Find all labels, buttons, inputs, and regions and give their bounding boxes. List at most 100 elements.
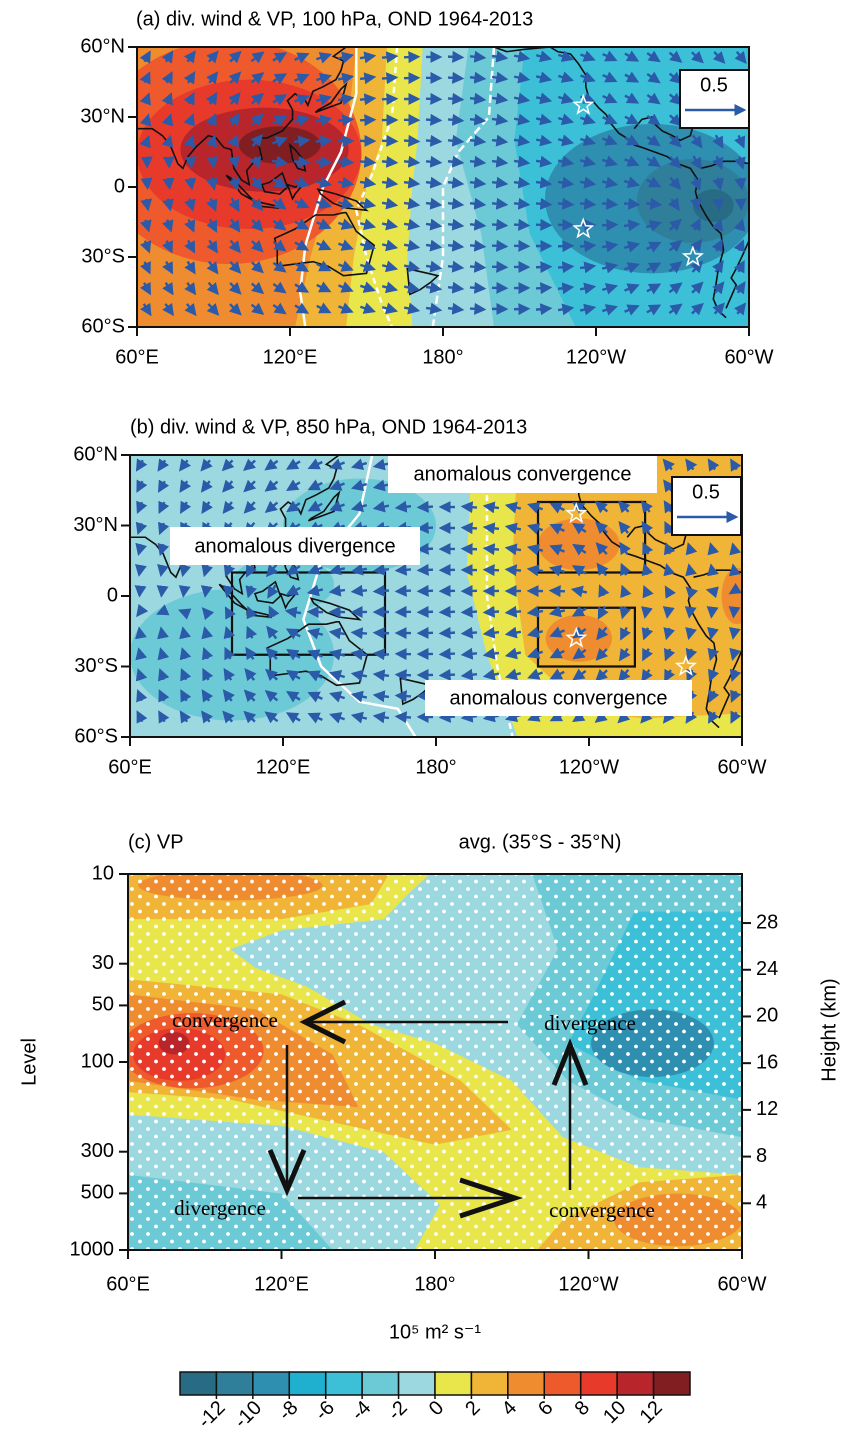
wind-vector bbox=[685, 563, 697, 577]
wind-vector bbox=[228, 176, 240, 192]
wind-vector bbox=[272, 302, 287, 315]
wind-vector bbox=[178, 608, 192, 620]
wind-vector bbox=[601, 261, 619, 274]
x-tick-label: 120°W bbox=[558, 1273, 618, 1295]
wind-vector bbox=[179, 710, 192, 724]
wind-vector bbox=[513, 92, 531, 105]
wind-vector bbox=[228, 302, 242, 316]
wind-vector bbox=[549, 502, 565, 514]
colorbar-tick-label: -2 bbox=[384, 1397, 412, 1425]
wind-vector bbox=[571, 565, 587, 577]
wind-vector bbox=[425, 218, 443, 231]
wind-vector bbox=[667, 197, 680, 211]
wind-vector bbox=[733, 218, 746, 232]
x-tick-label: 60°E bbox=[106, 1273, 150, 1295]
wind-vector bbox=[328, 669, 346, 682]
wind-vector bbox=[201, 710, 214, 724]
y2-tick-label: 16 bbox=[756, 1051, 778, 1073]
wind-vector bbox=[243, 689, 257, 703]
wind-vector bbox=[504, 522, 522, 535]
wind-vector bbox=[447, 113, 465, 126]
x-tick-label: 120°W bbox=[559, 756, 619, 778]
wind-vector bbox=[619, 541, 631, 556]
wind-vector bbox=[272, 218, 287, 231]
wind-vector bbox=[482, 710, 500, 723]
wind-vector bbox=[491, 134, 509, 147]
wind-vector bbox=[183, 71, 196, 85]
wind-vector bbox=[286, 669, 301, 682]
wind-vector bbox=[601, 240, 619, 253]
wind-vector bbox=[162, 302, 174, 317]
wind-vector bbox=[272, 136, 288, 148]
wind-vector bbox=[250, 197, 264, 212]
wind-vector bbox=[548, 585, 566, 598]
wind-vector bbox=[224, 646, 236, 661]
wind-vector bbox=[264, 711, 279, 724]
colorbar-swatch bbox=[324, 1371, 363, 1396]
wind-vector bbox=[307, 479, 323, 491]
wind-vector bbox=[663, 563, 676, 577]
wind-vector bbox=[350, 627, 368, 640]
wind-vector bbox=[707, 458, 720, 472]
wind-vector bbox=[527, 668, 543, 680]
wind-vector bbox=[272, 94, 288, 106]
wind-vector bbox=[272, 239, 287, 252]
wind-vector bbox=[284, 606, 302, 619]
wind-vector bbox=[200, 458, 213, 472]
wind-vector bbox=[491, 239, 509, 252]
wind-vector bbox=[316, 239, 332, 251]
wind-vector bbox=[624, 283, 640, 295]
wind-vector bbox=[316, 218, 332, 230]
wind-vector bbox=[267, 584, 279, 599]
wind-vector bbox=[294, 197, 310, 209]
wind-vector bbox=[223, 585, 235, 599]
wind-vector bbox=[669, 113, 682, 127]
wind-vector bbox=[250, 92, 265, 106]
wind-vector bbox=[350, 584, 368, 597]
wind-vector bbox=[184, 260, 196, 275]
wind-vector bbox=[307, 500, 323, 512]
wind-vector bbox=[372, 627, 390, 640]
wind-vector bbox=[222, 500, 235, 514]
y2-tick-label: 12 bbox=[756, 1098, 778, 1120]
y-tick-label: 30°S bbox=[81, 245, 125, 267]
wind-vector bbox=[307, 670, 323, 682]
wind-vector bbox=[595, 668, 609, 682]
wind-vector bbox=[482, 605, 500, 618]
wind-vector bbox=[535, 134, 553, 147]
wind-vector bbox=[286, 563, 301, 576]
colorbar-swatch bbox=[470, 1371, 509, 1396]
wind-vector bbox=[135, 458, 148, 472]
wind-vector bbox=[549, 668, 565, 680]
wind-vector bbox=[381, 93, 399, 106]
wind-vector bbox=[381, 72, 399, 85]
wind-vector bbox=[734, 156, 746, 170]
wind-vector bbox=[403, 239, 421, 252]
wind-vector bbox=[705, 586, 719, 599]
wind-vector bbox=[425, 281, 443, 294]
wind-vector bbox=[264, 458, 279, 471]
annotation-box bbox=[388, 455, 657, 493]
wind-vector bbox=[140, 219, 152, 233]
wind-vector bbox=[158, 689, 170, 703]
wind-vector bbox=[337, 51, 355, 64]
x-tick-label: 180° bbox=[414, 1273, 455, 1295]
y2-axis-label: Height (km) bbox=[818, 978, 840, 1081]
colorbar-swatch bbox=[397, 1371, 436, 1396]
wind-vector bbox=[663, 541, 676, 556]
wind-vector bbox=[136, 479, 148, 493]
wind-vector bbox=[668, 155, 682, 169]
wind-vector bbox=[447, 134, 465, 147]
wind-vector bbox=[372, 584, 390, 597]
wind-vector bbox=[685, 647, 698, 662]
wind-vector bbox=[557, 92, 575, 105]
wind-vector bbox=[482, 564, 500, 577]
wind-vector bbox=[272, 176, 288, 188]
wind-vector bbox=[337, 197, 355, 210]
wind-vector bbox=[504, 605, 522, 618]
wind-vector bbox=[140, 302, 152, 317]
wind-vector bbox=[184, 239, 196, 254]
wind-vector bbox=[597, 605, 609, 620]
wind-vector bbox=[271, 155, 289, 168]
wind-vector bbox=[307, 691, 323, 703]
